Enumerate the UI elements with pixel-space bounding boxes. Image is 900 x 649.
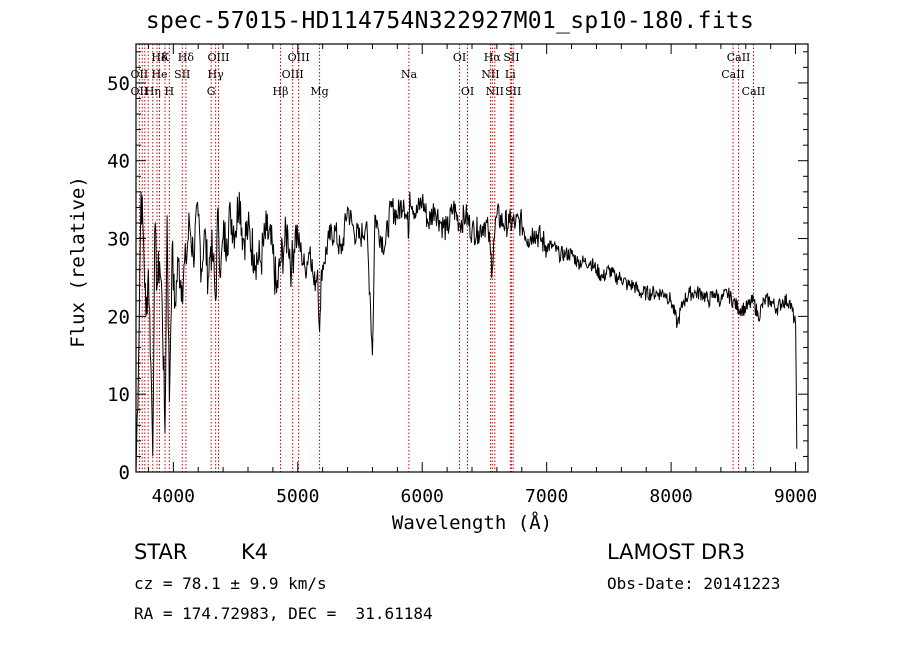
x-tick-label: 7000 bbox=[525, 486, 568, 507]
line-label: OII bbox=[131, 68, 149, 81]
survey-name: LAMOST DR3 bbox=[607, 540, 746, 564]
line-label: Hβ bbox=[273, 85, 289, 98]
line-label: CaII bbox=[742, 85, 766, 98]
line-label: Hδ bbox=[178, 51, 195, 64]
line-label: OI bbox=[461, 85, 474, 98]
line-label: OII bbox=[131, 85, 149, 98]
line-label: OIII bbox=[288, 51, 310, 64]
line-label: SII bbox=[174, 68, 190, 81]
x-tick-label: 5000 bbox=[276, 486, 319, 507]
y-tick-label: 30 bbox=[107, 229, 130, 251]
line-label: Mg bbox=[310, 85, 328, 98]
emission-line-markers bbox=[138, 44, 754, 472]
line-label: CaII bbox=[727, 51, 751, 64]
x-axis-ticks: 4000 5000 6000 7000 8000 9000 bbox=[147, 44, 817, 507]
line-label: Na bbox=[401, 68, 418, 81]
observation-date: Obs-Date: 20141223 bbox=[607, 574, 781, 593]
x-axis-label: Wavelength (Å) bbox=[392, 511, 552, 534]
line-label: OI bbox=[453, 51, 466, 64]
line-label: Li bbox=[505, 68, 516, 81]
redshift-cz: cz = 78.1 ± 9.9 km/s bbox=[134, 574, 327, 593]
y-tick-label: 10 bbox=[107, 384, 130, 406]
line-label: Hη bbox=[145, 85, 161, 98]
line-label: NII bbox=[486, 85, 504, 98]
x-tick-label: 9000 bbox=[774, 486, 817, 507]
coordinates: RA = 174.72983, DEC = 31.61184 bbox=[134, 604, 433, 623]
x-tick-label: 6000 bbox=[401, 486, 444, 507]
line-label: K bbox=[161, 51, 170, 64]
line-label: SII bbox=[503, 51, 519, 64]
y-axis-ticks: 0 10 20 30 40 50 bbox=[107, 51, 808, 484]
object-subclass: K4 bbox=[241, 540, 269, 564]
line-label: He bbox=[151, 68, 167, 81]
y-tick-label: 20 bbox=[107, 306, 130, 328]
chart-title: spec-57015-HD114754N322927M01_sp10-180.f… bbox=[145, 8, 755, 34]
line-label: Hγ bbox=[208, 68, 225, 81]
spectrum-layer bbox=[135, 191, 798, 473]
x-tick-label: 4000 bbox=[152, 486, 195, 507]
y-tick-label: 50 bbox=[107, 73, 130, 95]
plot-frame bbox=[135, 43, 809, 473]
object-class: STAR bbox=[134, 540, 188, 564]
x-tick-label: 8000 bbox=[649, 486, 692, 507]
y-axis-label: Flux (relative) bbox=[67, 176, 89, 348]
line-label: OIII bbox=[282, 68, 304, 81]
line-label: NII bbox=[481, 68, 499, 81]
line-label: SII bbox=[505, 85, 521, 98]
line-label: G bbox=[207, 85, 216, 98]
line-label: CaII bbox=[721, 68, 745, 81]
line-label: OIII bbox=[207, 51, 229, 64]
line-label: Hδ bbox=[151, 51, 168, 64]
y-tick-label: 40 bbox=[107, 151, 130, 173]
line-label: H bbox=[165, 85, 175, 98]
spectrum-line bbox=[135, 191, 798, 473]
y-tick-label: 0 bbox=[119, 462, 130, 484]
line-label: Hα bbox=[484, 51, 502, 64]
